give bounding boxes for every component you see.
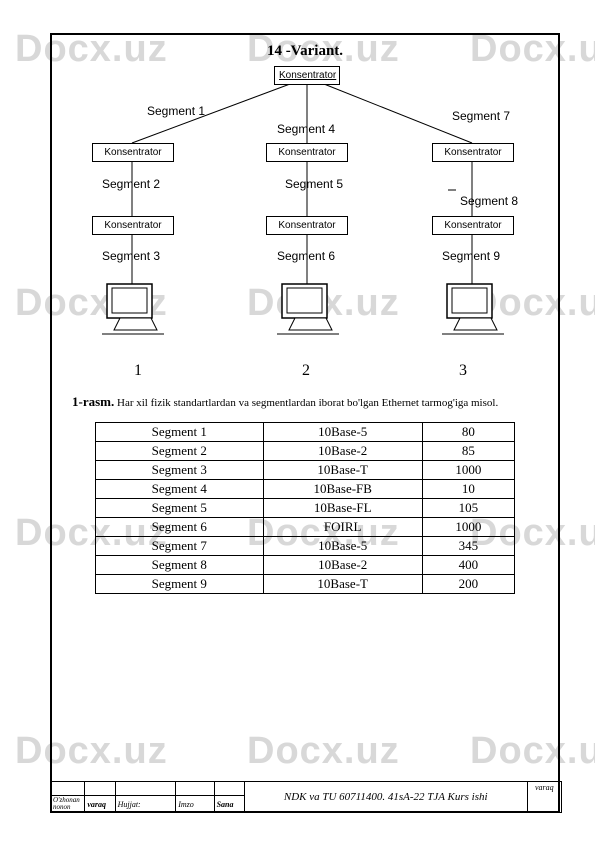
- table-row: Segment 110Base-580: [96, 423, 515, 442]
- node-mid-1: Konsentrator: [92, 143, 174, 162]
- node-top: Konsentrator: [274, 66, 340, 85]
- table-cell: 10Base-T: [263, 575, 422, 594]
- tb-varaq: varaq: [85, 796, 115, 813]
- table-row: Segment 310Base-T1000: [96, 461, 515, 480]
- table-cell: 10Base-5: [263, 423, 422, 442]
- table-cell: 10: [422, 480, 514, 499]
- label-seg5: Segment 5: [285, 177, 343, 191]
- table-cell: 80: [422, 423, 514, 442]
- computer-icon: [102, 282, 164, 337]
- label-seg2: Segment 2: [102, 177, 160, 191]
- table-cell: 10Base-T: [263, 461, 422, 480]
- table-cell: Segment 7: [96, 537, 264, 556]
- table-row: Segment 510Base-FL105: [96, 499, 515, 518]
- varaq-cell: varaq: [527, 782, 561, 813]
- col-num-2: 2: [302, 362, 310, 380]
- table-cell: 1000: [422, 461, 514, 480]
- table-row: Segment 910Base-T200: [96, 575, 515, 594]
- network-diagram: Konsentrator Konsentrator Konsentrator K…: [52, 64, 558, 384]
- segments-table: Segment 110Base-580Segment 210Base-285Se…: [95, 422, 515, 594]
- table-cell: Segment 5: [96, 499, 264, 518]
- doc-title: NDK va TU 60711400. 41sA-22 TJA Kurs ish…: [244, 782, 527, 813]
- table-cell: Segment 4: [96, 480, 264, 499]
- col-num-3: 3: [459, 362, 467, 380]
- table-cell: Segment 2: [96, 442, 264, 461]
- label-seg4: Segment 4: [277, 122, 335, 136]
- node-mid-2: Konsentrator: [266, 143, 348, 162]
- table-cell: Segment 3: [96, 461, 264, 480]
- label-seg8: Segment 8: [460, 194, 518, 208]
- label-seg6: Segment 6: [277, 249, 335, 263]
- table-cell: 1000: [422, 518, 514, 537]
- computer-icon: [277, 282, 339, 337]
- label-seg7: Segment 7: [452, 109, 510, 123]
- table-cell: Segment 8: [96, 556, 264, 575]
- tb-hujjat: Hujjat:: [115, 796, 176, 813]
- table-cell: 10Base-2: [263, 442, 422, 461]
- table-row: Segment 810Base-2400: [96, 556, 515, 575]
- col-num-1: 1: [134, 362, 142, 380]
- table-cell: 400: [422, 556, 514, 575]
- page-frame: 14 -Variant. Konsentrator Konsentrator K…: [50, 33, 560, 813]
- label-seg3: Segment 3: [102, 249, 160, 263]
- table-cell: 10Base-2: [263, 556, 422, 575]
- node-low-3: Konsentrator: [432, 216, 514, 235]
- table-row: Segment 6FOIRL1000: [96, 518, 515, 537]
- table-cell: 10Base-FB: [263, 480, 422, 499]
- table-cell: 105: [422, 499, 514, 518]
- table-cell: Segment 9: [96, 575, 264, 594]
- label-seg1: Segment 1: [147, 104, 205, 118]
- table-row: Segment 210Base-285: [96, 442, 515, 461]
- table-cell: Segment 6: [96, 518, 264, 537]
- table-cell: 10Base-5: [263, 537, 422, 556]
- page-title: 14 -Variant.: [52, 43, 558, 60]
- node-low-2: Konsentrator: [266, 216, 348, 235]
- caption-text: Har xil fizik standartlardan va segmentl…: [114, 397, 498, 409]
- figure-caption: 1-rasm. Har xil fizik standartlardan va …: [72, 394, 538, 410]
- label-seg9: Segment 9: [442, 249, 500, 263]
- node-mid-3: Konsentrator: [432, 143, 514, 162]
- tb-ozhon: O'zhonan nonon: [51, 796, 85, 813]
- table-cell: 10Base-FL: [263, 499, 422, 518]
- table-cell: 345: [422, 537, 514, 556]
- table-cell: Segment 1: [96, 423, 264, 442]
- table-cell: 200: [422, 575, 514, 594]
- computer-icon: [442, 282, 504, 337]
- title-block: NDK va TU 60711400. 41sA-22 TJA Kurs ish…: [50, 781, 562, 813]
- node-low-1: Konsentrator: [92, 216, 174, 235]
- table-row: Segment 710Base-5345: [96, 537, 515, 556]
- table-cell: 85: [422, 442, 514, 461]
- caption-bold: 1-rasm.: [72, 394, 114, 409]
- table-cell: FOIRL: [263, 518, 422, 537]
- tb-sana: Sana: [214, 796, 244, 813]
- table-row: Segment 410Base-FB10: [96, 480, 515, 499]
- tb-imzo: Imzo: [176, 796, 214, 813]
